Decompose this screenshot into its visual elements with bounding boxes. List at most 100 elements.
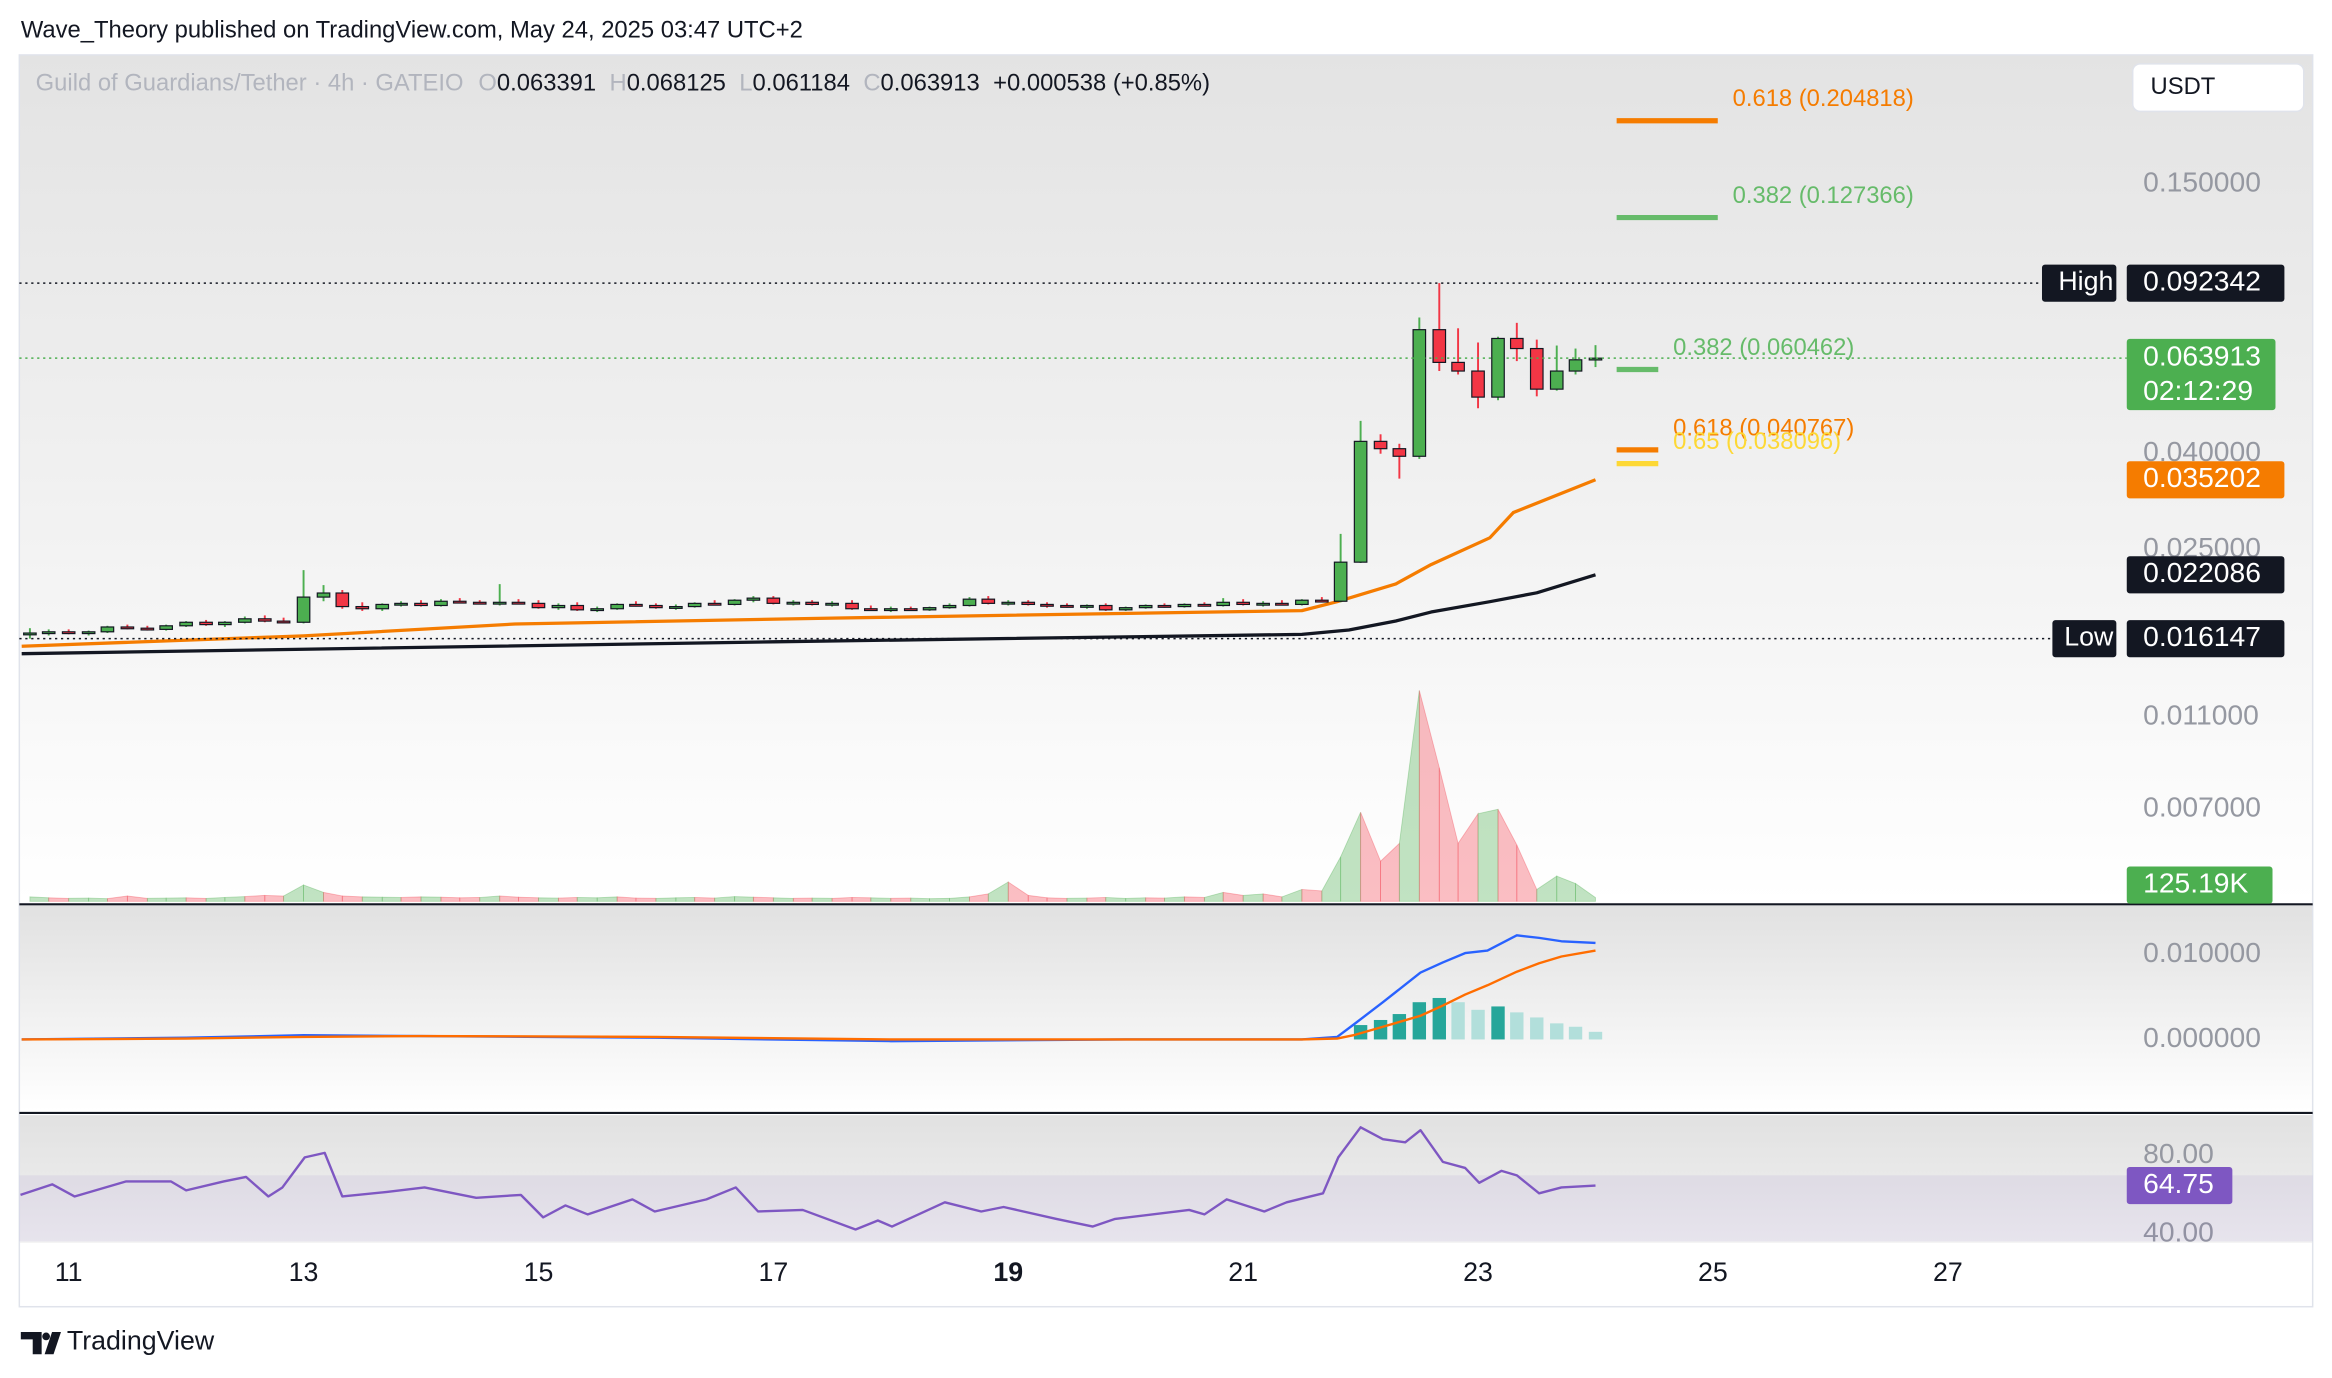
- high-tag: [2041, 264, 2117, 302]
- candle-body: [1157, 604, 1172, 608]
- candle-body: [687, 602, 702, 608]
- volume-segment: [694, 897, 716, 902]
- volume-segment: [772, 897, 794, 902]
- candle-body: [1197, 603, 1212, 607]
- candle-body: [1256, 602, 1270, 606]
- currency-button[interactable]: [2131, 63, 2305, 113]
- candle-body: [355, 605, 370, 610]
- volume-segment: [1183, 896, 1205, 902]
- volume-segment: [752, 896, 774, 902]
- volume-segment: [420, 896, 442, 902]
- volume-segment: [576, 897, 598, 902]
- volume-segment: [557, 897, 578, 902]
- volume-segment: [1497, 809, 1518, 902]
- candle-body: [942, 604, 957, 609]
- candle-body: [1333, 561, 1348, 602]
- rsi-value-box: [2126, 1167, 2233, 1205]
- volume-segment: [1125, 897, 1147, 902]
- candle-body: [1509, 337, 1524, 350]
- candle-body: [766, 597, 781, 604]
- candle-body: [649, 604, 663, 609]
- candle-body: [707, 602, 722, 606]
- volume-segment: [1380, 842, 1400, 902]
- volume-segment: [792, 897, 813, 902]
- volume-segment: [1222, 891, 1244, 902]
- volume-segment: [1321, 856, 1342, 902]
- candle-body: [845, 602, 859, 610]
- macd-histogram-bar: [1568, 1026, 1583, 1040]
- volume-segment: [811, 897, 833, 902]
- ohlc-value: 0.063913: [881, 70, 980, 97]
- ohlc-key: L: [739, 70, 752, 97]
- low-tag: [2052, 620, 2117, 658]
- ohlc-value: 0.061184: [753, 70, 850, 97]
- macd-histogram-bar: [1588, 1031, 1603, 1040]
- candle-body: [1177, 603, 1192, 608]
- candle-body: [1001, 601, 1016, 605]
- candle-body: [1040, 603, 1054, 607]
- candle-body: [1432, 329, 1447, 363]
- volume-segment: [1457, 812, 1479, 902]
- candle-body: [237, 618, 252, 623]
- candle-body: [61, 631, 76, 635]
- x-tick-label: 27: [1933, 1257, 1963, 1287]
- x-tick-label: 13: [289, 1257, 319, 1287]
- volume-segment: [949, 896, 970, 902]
- candle-body: [610, 603, 624, 610]
- volume-segment: [106, 895, 128, 902]
- candle-body: [375, 603, 390, 610]
- ohlc-key: H: [610, 70, 627, 97]
- candle-body: [669, 605, 683, 609]
- y-tick-label: 0.010000: [2143, 936, 2261, 968]
- symbol-title: Guild of Guardians/Tether · 4h · GATEIO: [36, 70, 464, 97]
- candle-body: [414, 602, 428, 607]
- volume-segment: [1086, 897, 1107, 902]
- candle-body: [1080, 604, 1094, 608]
- volume-value: 125.19K: [2143, 866, 2248, 898]
- volume-segment: [518, 896, 539, 902]
- volume-segment: [1203, 891, 1224, 902]
- y-tick-label: 40.00: [2143, 1215, 2214, 1247]
- ohlc-value: 0.068125: [627, 70, 726, 97]
- candle-body: [1529, 347, 1544, 390]
- volume-segment: [224, 896, 246, 902]
- candle-body: [883, 608, 898, 612]
- volume-segment: [987, 881, 1009, 902]
- volume-segment: [459, 897, 481, 902]
- fib-label: 0.618 (0.040767): [1673, 414, 1854, 441]
- volume-segment: [1281, 888, 1303, 902]
- currency[interactable]: USDT: [2151, 73, 2216, 100]
- chart-frame: [18, 54, 2314, 1308]
- volume-segment: [969, 893, 989, 902]
- volume-segment: [1418, 690, 1440, 902]
- ma-value: 0.022086: [2143, 556, 2261, 588]
- candle-body: [1098, 604, 1113, 611]
- volume-segment: [185, 897, 207, 902]
- volume-segment: [1066, 897, 1088, 902]
- candle-body: [903, 608, 918, 612]
- volume-segment: [1105, 897, 1127, 902]
- candle-body: [805, 601, 819, 606]
- volume-segment: [88, 897, 108, 902]
- rsi-band: [19, 1175, 2313, 1242]
- low-value-box: [2126, 620, 2285, 658]
- x-tick-label: 15: [524, 1257, 554, 1287]
- y-tick-label: 0.150000: [2143, 166, 2261, 198]
- candle-body: [786, 601, 801, 605]
- volume-segment: [244, 894, 266, 902]
- macd-histogram-bar: [1510, 1012, 1524, 1040]
- volume-segment: [283, 884, 305, 902]
- volume-segment: [734, 896, 754, 902]
- volume-segment: [479, 895, 501, 902]
- volume-segment: [1242, 893, 1264, 902]
- candle-body: [863, 608, 878, 612]
- volume-segment: [831, 897, 853, 902]
- candle-body: [218, 621, 232, 626]
- low-tag-text: Low: [2064, 622, 2114, 652]
- candle-body: [472, 601, 487, 605]
- ohlc-value: 0.063391: [497, 70, 596, 97]
- fib-label: 0.618 (0.204818): [1733, 85, 1914, 112]
- volume-segment: [910, 897, 931, 902]
- y-tick-label: 0.011000: [2143, 698, 2259, 730]
- volume-segment: [48, 897, 70, 902]
